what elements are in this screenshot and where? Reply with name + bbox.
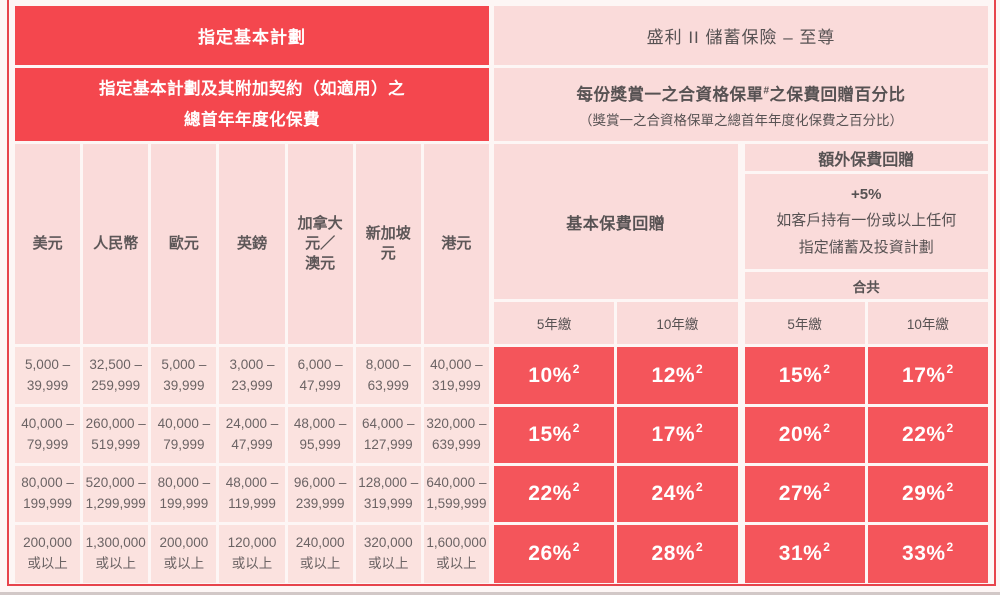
premium-range-cell: 80,000 – 199,999: [151, 466, 217, 522]
premium-range-cell: 5,000 – 39,999: [15, 347, 81, 404]
premium-range-cell: 120,000 或以上: [219, 525, 285, 583]
rebate-cell: 27% 2: [744, 466, 865, 522]
premium-range-cell: 40,000 – 319,999: [423, 347, 489, 404]
footnote-2: 2: [946, 540, 954, 554]
premium-range-cell: 40,000 – 79,999: [15, 407, 81, 463]
premium-range-cell: 24,000 – 47,999: [219, 407, 285, 463]
rebate-cell: 22% 2: [494, 466, 615, 522]
rebate-row: 22% 2 24% 2 27% 2 29% 2: [494, 466, 988, 522]
footnote-2: 2: [823, 480, 831, 494]
rebate-cell: 15% 2: [744, 347, 865, 404]
basic-rebate-label: 基本保費回贈: [494, 144, 738, 299]
currency-header-usd: 美元: [15, 144, 81, 344]
term-10yr: 10年繳: [867, 302, 988, 344]
footnote-2: 2: [572, 480, 580, 494]
extra-bonus-value: +5%: [851, 186, 882, 204]
currency-header-eur: 歐元: [151, 144, 217, 344]
rebate-row: 26% 2 28% 2 31% 2 33% 2: [494, 525, 988, 583]
designated-basic-plan-table: 指定基本計劃 指定基本計劃及其附加契約（如適用）之 總首年年度化保費 美元 人民…: [15, 6, 489, 583]
rebate-cell: 15% 2: [494, 407, 615, 463]
premium-range-cell: 260,000 – 519,999: [83, 407, 149, 463]
rebate-row: 10% 2 12% 2 15% 2 17% 2: [494, 347, 988, 404]
total-term-pair: 5年繳 10年繳: [744, 302, 988, 344]
premium-range-cell: 1,300,000 或以上: [83, 525, 149, 583]
footnote-2: 2: [696, 361, 704, 376]
premium-range-cell: 48,000 – 119,999: [219, 466, 285, 522]
currency-header-rmb: 人民幣: [83, 144, 149, 344]
premium-range-cell: 320,000 – 639,999: [423, 407, 489, 463]
extra-rebate-label: 額外保費回贈: [744, 144, 988, 171]
payment-term-row: 5年繳 10年繳 5年繳 10年繳: [494, 302, 988, 344]
footnote-2: 2: [946, 480, 954, 494]
premium-range-cell: 96,000 – 239,999: [287, 466, 353, 522]
currency-header-hkd: 港元: [423, 144, 489, 344]
rebate-cell: 12% 2: [617, 347, 738, 404]
currency-header-gbp: 英鎊: [219, 144, 285, 344]
premium-range-cell: 320,000 或以上: [355, 525, 421, 583]
currency-header-cad-aud: 加拿大 元／ 澳元: [287, 144, 353, 344]
premium-range-cell: 48,000 – 95,999: [287, 407, 353, 463]
premium-range-cell: 32,500 – 259,999: [83, 347, 149, 404]
rebate-category-row: 基本保費回贈 額外保費回贈 +5% 如客戶持有一份或以上任何 指定儲蓄及投資計劃…: [494, 144, 988, 299]
rebate-cell: 29% 2: [867, 466, 988, 522]
term-10yr: 10年繳: [617, 302, 738, 344]
currency-header-sgd: 新加坡 元: [355, 144, 421, 344]
left-table-title: 指定基本計劃: [15, 6, 489, 65]
rebate-cell: 28% 2: [617, 525, 738, 583]
premium-range-cell: 640,000 – 1,599,999: [423, 466, 489, 522]
extra-rebate-condition: +5% 如客戶持有一份或以上任何 指定儲蓄及投資計劃: [744, 174, 988, 269]
rebate-cell: 33% 2: [867, 525, 988, 583]
rebate-header-sub: （獎賞一之合資格保單之總首年年度化保費之百分比）: [579, 112, 903, 128]
premium-range-cell: 8,000 – 63,999: [355, 347, 421, 404]
total-label: 合共: [744, 272, 988, 299]
rebate-header: 每份獎賞一之合資格保單#之保費回贈百分比 （獎賞一之合資格保單之總首年年度化保費…: [494, 68, 988, 141]
rebate-cell: 10% 2: [494, 347, 615, 404]
rebate-percentage-table: 盛利 II 儲蓄保險 – 至尊 每份獎賞一之合資格保單#之保費回贈百分比 （獎賞…: [494, 6, 988, 583]
footnote-2: 2: [946, 421, 954, 435]
premium-range-cell: 64,000 – 127,999: [355, 407, 421, 463]
page-bottom-edge: [0, 592, 1000, 595]
footnote-2: 2: [823, 361, 831, 376]
extra-bonus-description: 如客戶持有一份或以上任何 指定儲蓄及投資計劃: [776, 212, 957, 256]
premium-range-cell: 128,000 – 319,999: [355, 466, 421, 522]
footnote-2: 2: [823, 540, 831, 554]
left-table-subtitle: 指定基本計劃及其附加契約（如適用）之 總首年年度化保費: [15, 68, 489, 141]
rebate-header-prefix: 每份獎賞一之合資格保單: [576, 85, 764, 104]
term-5yr: 5年繳: [494, 302, 615, 344]
premium-range-cell: 80,000 – 199,999: [15, 466, 81, 522]
rebate-cell: 22% 2: [867, 407, 988, 463]
footnote-2: 2: [696, 480, 704, 494]
footnote-2: 2: [572, 361, 580, 376]
premium-range-cell: 6,000 – 47,999: [287, 347, 353, 404]
basic-term-pair: 5年繳 10年繳: [494, 302, 738, 344]
rebate-header-main: 每份獎賞一之合資格保單#之保費回贈百分比: [576, 81, 905, 105]
rebate-header-suffix: 之保費回贈百分比: [769, 85, 906, 104]
footnote-2: 2: [572, 540, 580, 554]
rebate-cell: 31% 2: [744, 525, 865, 583]
footnote-2: 2: [696, 540, 704, 554]
premium-range-cell: 3,000 – 23,999: [219, 347, 285, 404]
premium-range-cell: 520,000 – 1,299,999: [83, 466, 149, 522]
product-name-header: 盛利 II 儲蓄保險 – 至尊: [494, 6, 988, 65]
premium-range-cell: 5,000 – 39,999: [151, 347, 217, 404]
extra-rebate-block: 額外保費回贈 +5% 如客戶持有一份或以上任何 指定儲蓄及投資計劃 合共: [744, 144, 988, 299]
premium-range-cell: 40,000 – 79,999: [151, 407, 217, 463]
footnote-2: 2: [696, 421, 704, 435]
footnote-2: 2: [823, 421, 831, 435]
hash-superscript: #: [763, 85, 770, 96]
premium-range-cell: 200,000 或以上: [15, 525, 81, 583]
premium-range-cell: 200,000 或以上: [151, 525, 217, 583]
rebate-cell: 26% 2: [494, 525, 615, 583]
rebate-cell: 17% 2: [617, 407, 738, 463]
footnote-2: 2: [946, 361, 954, 376]
rebate-row: 15% 2 17% 2 20% 2 22% 2: [494, 407, 988, 463]
premium-range-cell: 1,600,000 或以上: [423, 525, 489, 583]
footnote-2: 2: [572, 421, 580, 435]
rebate-cell: 20% 2: [744, 407, 865, 463]
rebate-cell: 24% 2: [617, 466, 738, 522]
term-5yr: 5年繳: [744, 302, 865, 344]
premium-range-cell: 240,000 或以上: [287, 525, 353, 583]
rebate-cell: 17% 2: [867, 347, 988, 404]
